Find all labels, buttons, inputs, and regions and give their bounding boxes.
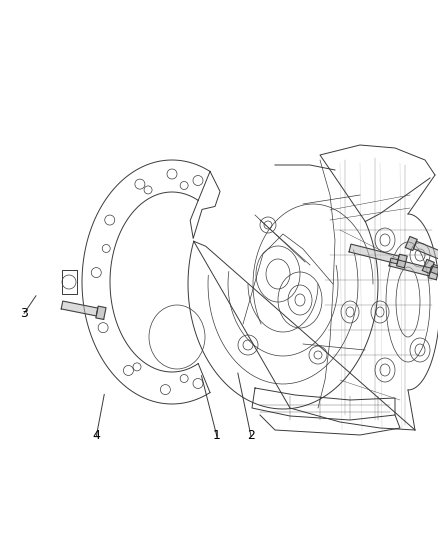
Polygon shape <box>389 258 431 276</box>
Text: 3: 3 <box>20 307 28 320</box>
Text: 1: 1 <box>213 430 221 442</box>
Polygon shape <box>428 266 438 280</box>
Polygon shape <box>396 254 407 268</box>
Text: 4: 4 <box>92 430 100 442</box>
Polygon shape <box>96 306 106 319</box>
Polygon shape <box>431 264 438 282</box>
Polygon shape <box>413 241 438 262</box>
Polygon shape <box>405 237 417 251</box>
Polygon shape <box>61 301 98 316</box>
Text: 2: 2 <box>247 430 255 442</box>
Polygon shape <box>349 244 399 264</box>
Polygon shape <box>422 260 434 273</box>
